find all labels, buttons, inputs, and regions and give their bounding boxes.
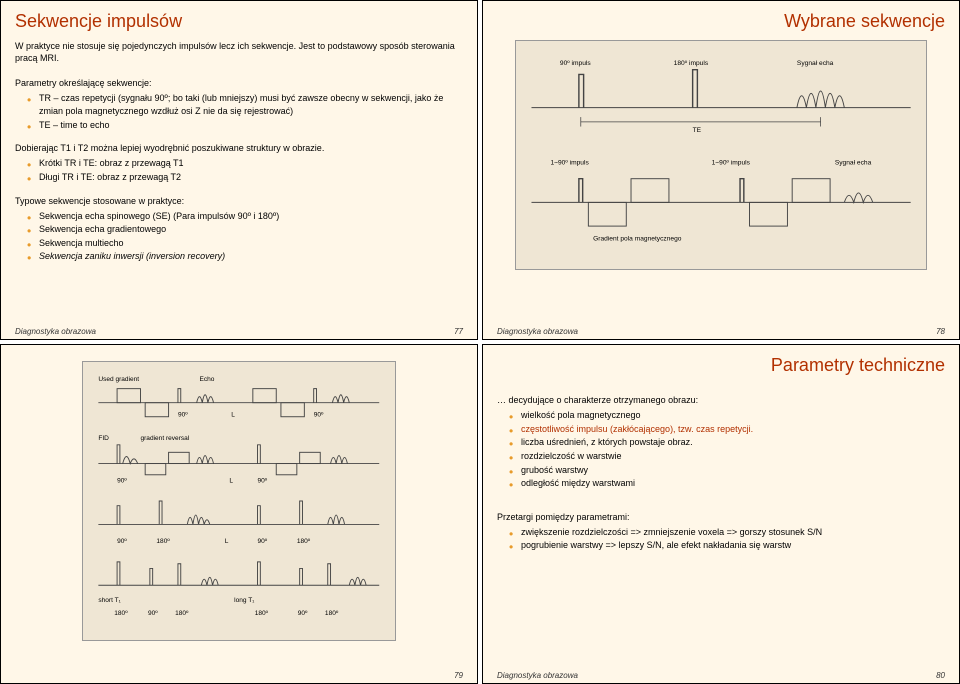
slide-77: Sekwencje impulsów W praktyce nie stosuj… — [0, 0, 478, 340]
lbl-90e: 90º — [117, 538, 127, 545]
slide-80-trade-head: Przetargi pomiędzy parametrami: — [497, 511, 945, 523]
list-item: Sekwencja echa spinowego (SE) (Para impu… — [27, 210, 463, 223]
lbl-180c: 180º — [114, 610, 128, 617]
lbl-L1: L — [232, 412, 236, 419]
lbl-row2-mid: 1~90º impuls — [712, 159, 751, 166]
slide-79: Used gradient Echo 90º L 90º FID gradien… — [0, 344, 478, 684]
slide-77-seq-head: Typowe sekwencje stosowane w praktyce: — [15, 195, 463, 207]
list-item: TE – time to echo — [27, 119, 463, 132]
footer-left: Diagnostyka obrazowa — [497, 671, 578, 680]
lbl-180e: 180º — [255, 610, 269, 617]
slide-80-trade-list: zwiększenie rozdzielczości => zmniejszen… — [497, 526, 945, 552]
slide-78-diagram: 90º impuls 180º impuls Sygnał echa TE 1~… — [515, 40, 927, 270]
list-item: odległość między warstwami — [509, 477, 945, 490]
lbl-shortT: short T₁ — [99, 597, 122, 604]
lbl-90c: 90º — [117, 477, 127, 484]
lbl-fid: FID — [99, 435, 110, 442]
list-item: grubość warstwy — [509, 464, 945, 477]
lbl-echo2: Sygnał echa — [835, 159, 872, 166]
lbl-grad-used: Used gradient — [99, 376, 140, 383]
footer-left: Diagnostyka obrazowa — [497, 327, 578, 336]
list-item: Krótki TR i TE: obraz z przewagą T1 — [27, 157, 463, 170]
slide-80-lead: … decydujące o charakterze otrzymanego o… — [497, 394, 945, 406]
lbl-90: 90º impuls — [560, 60, 591, 67]
lbl-180a: 180º — [157, 538, 171, 545]
slide-77-pick-head: Dobierając T1 i T2 można lepiej wyodrębn… — [15, 142, 463, 154]
list-item: Sekwencja zaniku inwersji (inversion rec… — [27, 250, 463, 263]
footer-left: Diagnostyka obrazowa — [15, 327, 96, 336]
list-item: rozdzielczość w warstwie — [509, 450, 945, 463]
slide-78-title: Wybrane sekwencje — [497, 11, 945, 32]
lbl-grad: Gradient pola magnetycznego — [593, 235, 682, 242]
pulse-sequence-svg: 90º impuls 180º impuls Sygnał echa TE 1~… — [522, 47, 920, 263]
lbl-L3: L — [225, 538, 229, 545]
list-item: częstotliwość impulsu (zakłócającego), t… — [509, 423, 945, 436]
list-item: wielkość pola magnetycznego — [509, 409, 945, 422]
lbl-90d: 90º — [258, 477, 268, 484]
list-item: Sekwencja multiecho — [27, 237, 463, 250]
slide-80: Parametry techniczne … decydujące o char… — [482, 344, 960, 684]
list-item: pogrubienie warstwy => lepszy S/N, ale e… — [509, 539, 945, 552]
slide-80-footer: Diagnostyka obrazowa 80 — [483, 671, 959, 680]
slide-80-list: wielkość pola magnetycznego częstotliwoś… — [497, 409, 945, 490]
lbl-90h: 90º — [298, 610, 308, 617]
slide-77-pick-list: Krótki TR i TE: obraz z przewagą T1 Dług… — [15, 157, 463, 183]
list-item: zwiększenie rozdzielczości => zmniejszen… — [509, 526, 945, 539]
lbl-L2: L — [230, 477, 234, 484]
footer-page: 77 — [454, 327, 463, 336]
slide-77-params-list: TR – czas repetycji (sygnału 90º; bo tak… — [15, 92, 463, 131]
slide-77-footer: Diagnostyka obrazowa 77 — [1, 327, 477, 336]
slide-77-seq-list: Sekwencja echa spinowego (SE) (Para impu… — [15, 210, 463, 263]
slide-77-params-head: Parametry określającę sekwencje: — [15, 77, 463, 89]
lbl-180: 180º impuls — [674, 60, 709, 67]
list-item: Sekwencja echa gradientowego — [27, 223, 463, 236]
lbl-90g: 90º — [148, 610, 158, 617]
list-item: Długi TR i TE: obraz z przewagą T2 — [27, 171, 463, 184]
slide-78-footer: Diagnostyka obrazowa 78 — [483, 327, 959, 336]
lbl-te: TE — [693, 127, 702, 134]
lbl-echo: Sygnał echa — [797, 60, 834, 67]
sequences-multi-svg: Used gradient Echo 90º L 90º FID gradien… — [89, 368, 389, 634]
lbl-90b: 90º — [314, 412, 324, 419]
lbl-longT: long T₁ — [234, 597, 255, 604]
footer-page: 80 — [936, 671, 945, 680]
slide-79-diagram: Used gradient Echo 90º L 90º FID gradien… — [82, 361, 396, 641]
list-item: TR – czas repetycji (sygnału 90º; bo tak… — [27, 92, 463, 117]
lbl-echo79a: Echo — [200, 376, 215, 383]
slide-79-footer: 79 — [1, 671, 477, 680]
slide-77-title: Sekwencje impulsów — [15, 11, 463, 32]
slide-78: Wybrane sekwencje 90º impuls 180º impuls… — [482, 0, 960, 340]
lbl-180d: 180º — [175, 610, 189, 617]
lbl-90f: 90º — [258, 538, 268, 545]
lbl-180b: 180º — [297, 538, 311, 545]
slide-77-intro: W praktyce nie stosuje się pojedynczych … — [15, 40, 463, 64]
footer-page: 78 — [936, 327, 945, 336]
lbl-row2-left: 1~90º impuls — [550, 159, 589, 166]
slide-80-title: Parametry techniczne — [497, 355, 945, 376]
list-item: liczba uśrednień, z których powstaje obr… — [509, 436, 945, 449]
lbl-gradrev: gradient reversal — [141, 435, 190, 442]
footer-page: 79 — [454, 671, 463, 680]
lbl-90a: 90º — [178, 412, 188, 419]
lbl-180f: 180º — [325, 610, 339, 617]
